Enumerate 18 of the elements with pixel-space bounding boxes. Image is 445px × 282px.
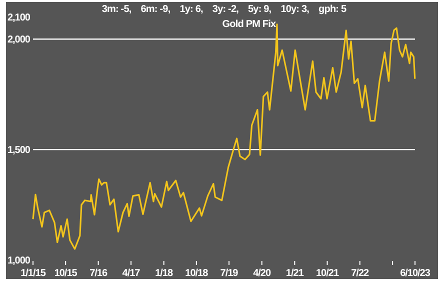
x-tick-label: 10/21 — [316, 268, 340, 279]
x-tick-label: 4/17 — [122, 268, 141, 279]
chart-title: Gold PM Fix — [222, 19, 277, 30]
x-tick-label: 10/15 — [54, 268, 78, 279]
y-tick-label: 2,100 — [7, 12, 31, 24]
x-tick-label: 6/10/23 — [400, 268, 431, 279]
y-tick-label: 1,500 — [7, 145, 31, 156]
y-tick-label: 2,000 — [7, 34, 31, 46]
x-tick-label: 1/1/15 — [20, 268, 46, 279]
x-tick-label: 7/22 — [351, 268, 370, 279]
y-tick-label: 1,000 — [7, 256, 31, 266]
x-tick-label: 1/21 — [286, 268, 304, 279]
x-tick-label: 7/16 — [90, 268, 108, 279]
x-tick-label: 1/18 — [155, 268, 174, 279]
chart-subtitle: 3m: -5, 6m: -9, 1y: 6, 3y: -2, 5y: 9, 10y: 3, gph: 5 — [102, 4, 347, 15]
x-tick-label: 4/20 — [253, 268, 272, 279]
x-tick-label: 7/19 — [220, 268, 239, 279]
x-tick-label: 10/18 — [185, 268, 209, 279]
